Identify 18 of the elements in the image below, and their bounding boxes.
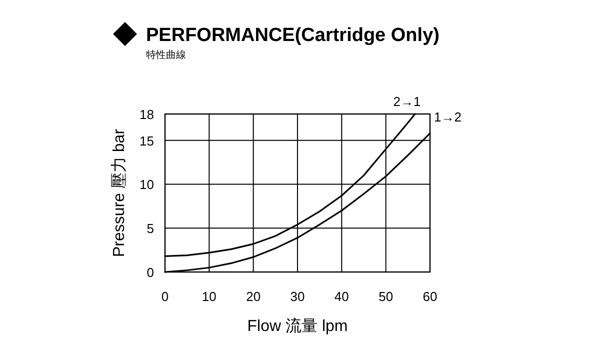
series-label: 1→2 [434, 109, 462, 124]
x-tick-label: 10 [202, 289, 216, 304]
x-tick-label: 50 [378, 289, 394, 304]
x-axis-title: Flow 流量 lpm [247, 317, 348, 335]
y-axis-title: Pressure 壓力 bar [110, 128, 128, 258]
y-tick-label: 5 [146, 221, 154, 236]
x-tick-label: 0 [161, 289, 169, 304]
x-tick-label: 30 [290, 289, 305, 304]
series-label: 2→1 [393, 94, 421, 109]
chart-subtitle: 特性曲線 [146, 49, 186, 61]
y-tick-label: 18 [140, 107, 154, 122]
x-tick-label: 20 [246, 289, 261, 304]
x-tick-label: 60 [422, 289, 438, 304]
y-tick-label: 0 [146, 265, 154, 280]
y-tick-label: 15 [140, 133, 154, 148]
x-tick-label: 40 [334, 289, 349, 304]
chart-title: PERFORMANCE(Cartridge Only) [146, 25, 440, 46]
y-tick-label: 10 [140, 177, 154, 192]
